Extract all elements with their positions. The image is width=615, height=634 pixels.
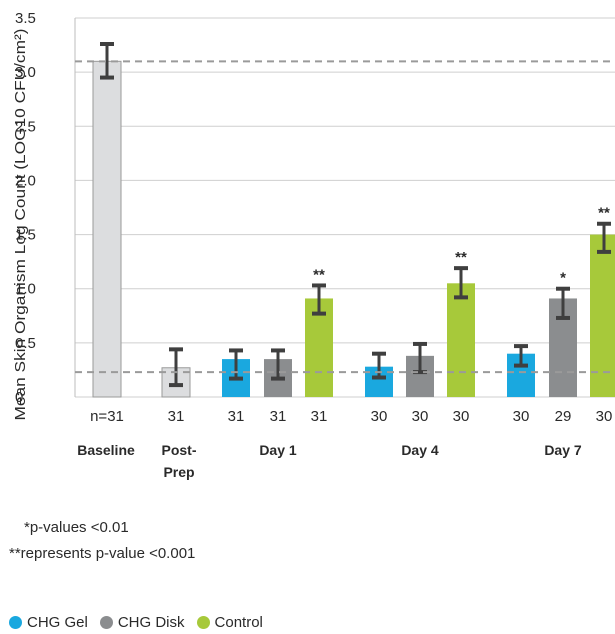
- group-label-line: Day 1: [259, 442, 297, 458]
- group-label-line: Day 7: [544, 442, 582, 458]
- legend-label: CHG Disk: [117, 614, 185, 631]
- sample-size-label: 30: [412, 408, 429, 425]
- group-label-line: Day 4: [401, 442, 439, 458]
- legend-swatch: [196, 616, 210, 629]
- y-tick-label: 2.0: [15, 172, 36, 189]
- y-tick-label: 0: [15, 389, 23, 406]
- footnote-p-value-single: *p-values <0.01: [24, 519, 129, 536]
- group-label: Day 1: [259, 442, 297, 458]
- legend-label: CHG Gel: [27, 614, 88, 631]
- group-label-line: Post-: [162, 442, 197, 458]
- y-axis-label: Mean Skin Organism Log Count (LOG10 CFU/…: [12, 29, 29, 421]
- y-tick-label: 1.0: [15, 281, 36, 298]
- significance-marker: *: [560, 270, 566, 287]
- sample-size-label: 30: [371, 408, 388, 425]
- sample-size-label: 31: [228, 408, 245, 425]
- footnote-p-value-double: **represents p-value <0.001: [9, 545, 196, 562]
- sample-size-label: 31: [270, 408, 287, 425]
- sample-size-label: 31: [168, 408, 185, 425]
- sample-size-label: 31: [311, 408, 328, 425]
- legend-item: CHG Disk: [99, 614, 185, 631]
- bar-control: [447, 283, 475, 397]
- chart-legend: CHG Gel CHG Disk Control: [9, 614, 275, 631]
- group-label: Baseline: [77, 442, 135, 458]
- group-label: Day 7: [544, 442, 582, 458]
- group-label-line: Baseline: [77, 442, 135, 458]
- legend-item: CHG Gel: [9, 614, 88, 631]
- sample-size-label: 29: [555, 408, 572, 425]
- sample-size-label: 30: [596, 408, 613, 425]
- y-tick-label: 3.5: [15, 10, 36, 27]
- bar-chart: 0 0.5 1.0 1.5 2.0 2.5 3.0 3.5 Mean Skin Organism…: [12, 10, 615, 480]
- bar-baseline: [92, 60, 122, 398]
- group-label: Day 4: [401, 442, 439, 458]
- group-label-line: Prep: [163, 464, 194, 480]
- y-tick-label: 1.5: [15, 227, 36, 244]
- y-tick-label: 3.0: [15, 64, 36, 81]
- legend-swatch: [99, 616, 113, 629]
- legend-item: Control: [196, 614, 263, 631]
- legend-label: Control: [214, 614, 263, 631]
- significance-marker: **: [598, 205, 610, 222]
- sample-size-label: 30: [453, 408, 470, 425]
- y-tick-label: 2.5: [15, 118, 36, 135]
- legend-swatch: [9, 616, 22, 629]
- sample-size-label: n=31: [90, 408, 124, 425]
- sample-size-label: 30: [513, 408, 530, 425]
- group-label: Post- Prep: [162, 442, 197, 480]
- significance-marker: **: [455, 249, 467, 266]
- bar-control: [590, 234, 615, 397]
- y-tick-label: 0.5: [15, 335, 36, 352]
- significance-marker: **: [313, 266, 325, 283]
